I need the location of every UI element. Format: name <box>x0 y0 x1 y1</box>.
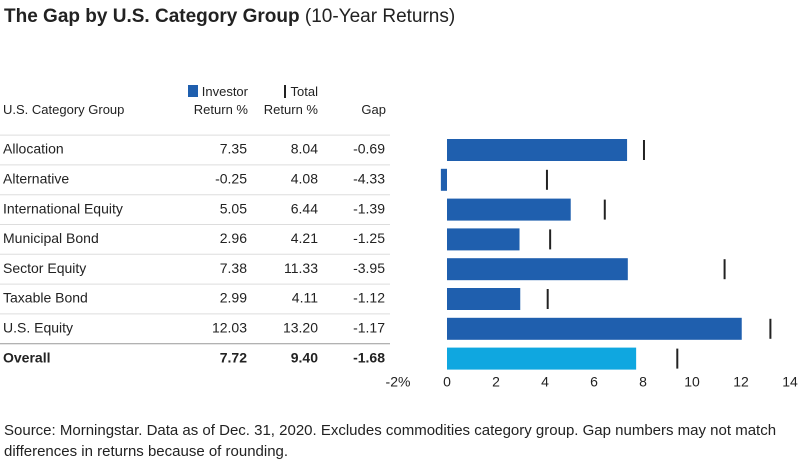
x-tick-label: 4 <box>541 373 549 389</box>
legend-entry: Total Return % <box>248 83 318 119</box>
x-tick-label: -2% <box>386 373 411 389</box>
gap-header: Gap <box>361 102 386 117</box>
bar <box>447 347 637 370</box>
investor-value: 7.72 <box>220 349 247 365</box>
total-value: 4.11 <box>292 290 318 306</box>
x-tick-label: 12 <box>733 373 749 389</box>
bar <box>447 288 521 310</box>
bar <box>447 228 520 251</box>
row-label: U.S. Equity <box>3 320 73 336</box>
row-label: Taxable Bond <box>3 290 88 306</box>
legend-swatch <box>187 85 198 97</box>
footnote: Source: Morningstar. Data as of Dec. 31,… <box>4 422 777 460</box>
investor-value: -0.25 <box>215 171 247 187</box>
bar <box>440 168 447 191</box>
gap-value: -1.17 <box>353 320 385 336</box>
bar <box>447 139 628 161</box>
row-label: Sector Equity <box>3 260 86 276</box>
total-value: 4.21 <box>291 230 318 246</box>
total-value: 11.33 <box>284 260 318 276</box>
row-label: Alternative <box>3 171 69 187</box>
legend-label: Investor Return % <box>193 84 248 117</box>
x-tick-label: 8 <box>639 373 647 389</box>
investor-value: 7.38 <box>220 260 247 276</box>
gap-value: -1.68 <box>353 349 385 365</box>
legend-label: Total Return % <box>263 84 318 117</box>
investor-value: 12.03 <box>212 320 247 336</box>
bar <box>447 198 571 221</box>
total-value: 8.04 <box>291 141 318 157</box>
legend-entry: Investor Return % <box>178 83 248 119</box>
gap-value: -1.12 <box>353 290 385 306</box>
investor-value: 7.35 <box>220 141 247 157</box>
gap-value: -3.95 <box>353 260 385 276</box>
gap-value: -4.33 <box>353 171 385 187</box>
x-tick-label: 2 <box>492 373 500 389</box>
bar <box>447 317 742 340</box>
chart-title: The Gap by U.S. Category Group <box>4 6 300 27</box>
gap-value: -1.39 <box>353 200 385 216</box>
total-value: 6.44 <box>291 200 318 216</box>
category-header: U.S. Category Group <box>3 102 125 117</box>
legend-swatch <box>283 85 286 98</box>
bar <box>447 258 628 281</box>
total-value: 9.40 <box>291 349 318 365</box>
row-label: Allocation <box>3 141 64 157</box>
row-label: Municipal Bond <box>3 230 99 246</box>
x-tick-label: 6 <box>590 373 598 389</box>
x-tick-label: 10 <box>684 373 700 389</box>
chart-subtitle: (10-Year Returns) <box>304 6 456 27</box>
investor-value: 2.99 <box>220 290 247 306</box>
investor-value: 5.05 <box>220 200 247 216</box>
row-label: Overall <box>3 349 50 365</box>
x-tick-label: 14 <box>782 373 798 389</box>
investor-value: 2.96 <box>220 230 247 246</box>
total-value: 4.08 <box>291 171 318 187</box>
gap-value: -1.25 <box>353 230 385 246</box>
gap-value: -0.69 <box>353 141 385 157</box>
row-label: International Equity <box>3 200 123 216</box>
title-block: The Gap by U.S. Category Group (10-Year … <box>4 6 455 28</box>
total-value: 13.20 <box>283 320 318 336</box>
x-tick-label: 0 <box>443 373 451 389</box>
